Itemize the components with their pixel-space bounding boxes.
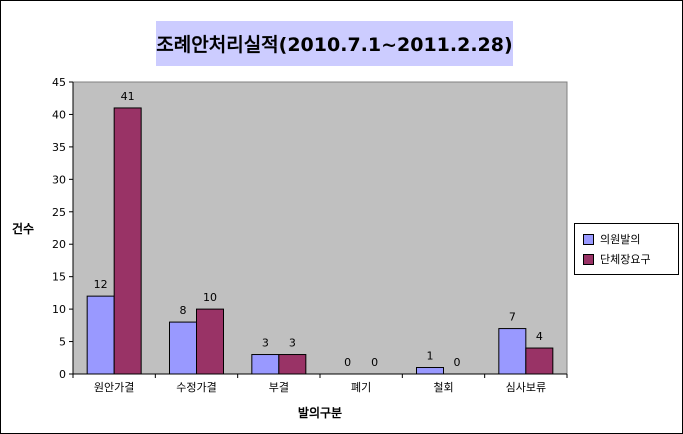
data-label-series-1: 3 <box>262 337 269 350</box>
y-tick-label: 10 <box>52 303 66 316</box>
x-tick-label: 부결 <box>269 381 289 394</box>
y-tick-label: 5 <box>59 336 66 349</box>
data-label-series-2: 0 <box>454 356 461 369</box>
bar-series-1 <box>251 354 280 375</box>
data-label-series-1: 8 <box>180 304 187 317</box>
legend: 의원발의 단체장요구 <box>574 223 679 275</box>
x-tick-label: 수정가결 <box>176 381 216 394</box>
data-label-series-1: 7 <box>509 311 516 324</box>
data-label-series-2: 0 <box>371 356 378 369</box>
x-axis-title: 발의구분 <box>298 405 342 420</box>
legend-swatch-series-1 <box>583 233 594 245</box>
y-tick-label: 35 <box>52 141 66 154</box>
bar-series-2 <box>113 107 142 375</box>
data-label-series-2: 4 <box>536 330 543 343</box>
y-tick-label: 20 <box>52 238 66 251</box>
x-tick-label: 폐기 <box>351 381 371 394</box>
legend-label-series-1: 의원발의 <box>600 233 641 246</box>
data-labels: 12 8 3 0 1 7 41 10 3 0 0 4 <box>94 90 543 369</box>
x-tick-label: 원안가결 <box>94 381 134 394</box>
bar-series-1 <box>498 328 527 375</box>
x-axis: 원안가결 수정가결 부결 폐기 철회 심사보류 <box>72 373 568 394</box>
data-label-series-2: 3 <box>289 337 296 350</box>
y-axis-title: 건수 <box>12 221 34 236</box>
x-tick-label: 철회 <box>433 381 453 394</box>
data-label-series-2: 41 <box>121 90 135 103</box>
data-label-series-1: 1 <box>427 350 434 363</box>
y-tick-label: 45 <box>52 76 66 89</box>
chart-title: 조례안처리실적(2010.7.1~2011.2.28) <box>156 21 513 66</box>
bar-series-1 <box>169 321 197 375</box>
legend-swatch-series-2 <box>583 253 594 265</box>
bar-series-2 <box>278 354 307 375</box>
data-label-series-2: 10 <box>203 291 217 304</box>
y-tick-label: 25 <box>52 206 66 219</box>
legend-label-series-2: 단체장요구 <box>600 253 651 266</box>
bar-series-2 <box>525 347 554 375</box>
y-tick-label: 40 <box>52 108 66 121</box>
y-axis: 0 5 10 15 20 25 30 35 40 45 <box>52 76 74 381</box>
bar-series-2 <box>196 308 224 375</box>
y-tick-label: 30 <box>52 173 66 186</box>
bar-series-1 <box>86 295 115 375</box>
y-tick-label: 15 <box>52 271 66 284</box>
bars <box>86 107 554 375</box>
data-label-series-1: 0 <box>344 356 351 369</box>
legend-item-series-1: 의원발의 <box>583 232 640 246</box>
legend-item-series-2: 단체장요구 <box>583 252 651 266</box>
y-tick-label: 0 <box>59 368 66 381</box>
bar-series-1 <box>416 367 444 375</box>
plot-area <box>72 81 568 375</box>
data-label-series-1: 12 <box>94 278 108 291</box>
x-tick-label: 심사보류 <box>506 381 546 394</box>
